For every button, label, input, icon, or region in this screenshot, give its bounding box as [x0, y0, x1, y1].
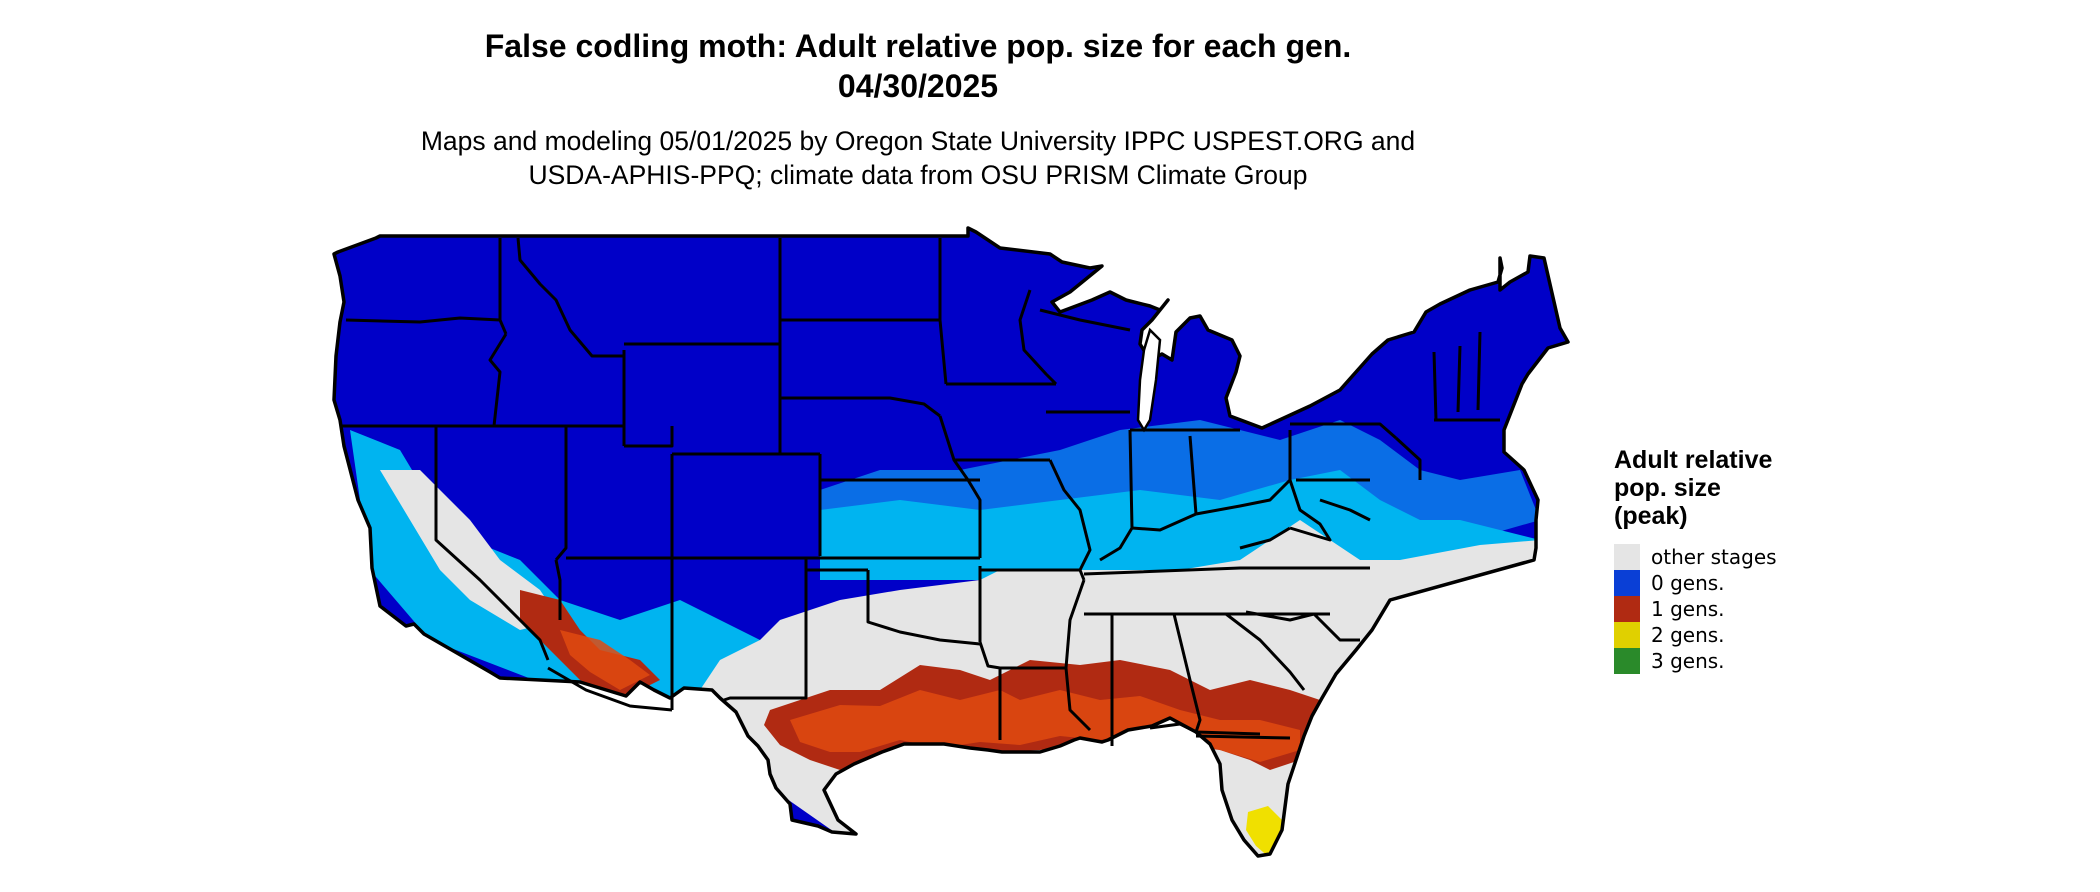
legend-swatch-0-gens [1614, 570, 1640, 596]
map-subtitle: Maps and modeling 05/01/2025 by Oregon S… [0, 124, 1836, 192]
border-il-in [1099, 429, 1134, 562]
border-or-id [488, 333, 508, 427]
border-ar-ms-tn [1064, 579, 1086, 669]
border-ky-oh-wv [1195, 478, 1292, 516]
region-other-stages-west [380, 470, 560, 630]
border-wa-or [345, 316, 501, 324]
border-nv-ut [554, 426, 568, 561]
region-2-gens-texas [872, 800, 920, 850]
legend-swatch-1-gens [1614, 596, 1640, 622]
border-ok-tx [866, 570, 981, 646]
border-mn-wi [1018, 289, 1058, 386]
title-line-1: False codling moth: Adult relative pop. … [484, 28, 1352, 64]
subtitle-line-1: Maps and modeling 05/01/2025 by Oregon S… [420, 126, 1416, 156]
map-title: False codling moth: Adult relative pop. … [0, 26, 1836, 106]
border-al-ga [1172, 613, 1202, 733]
border-sd-ne [780, 396, 941, 418]
border-ga-sc [1225, 612, 1306, 691]
border-nv-az [554, 559, 562, 620]
legend-item-1-gens: 1 gens. [1614, 596, 1894, 622]
border-ny-ma-nj [1394, 436, 1422, 480]
border-wa-id [498, 238, 508, 335]
legend-title-line-1: Adult relative [1614, 446, 1773, 474]
legend-item-3-gens: 3 gens. [1614, 648, 1894, 674]
border-mo-il [1048, 459, 1092, 571]
legend-label-0-gens: 0 gens. [1651, 571, 1725, 595]
border-la-ms [1064, 667, 1092, 732]
border-nm-tx [723, 558, 808, 702]
border-ny-vt [1432, 351, 1438, 421]
legend-label-2-gens: 2 gens. [1651, 623, 1725, 647]
title-line-2: 04/30/2025 [837, 68, 999, 104]
legend: Adult relative pop. size (peak) other st… [1614, 446, 1894, 674]
region-light-blue-west [350, 430, 860, 720]
legend-title: Adult relative pop. size (peak) [1614, 446, 1894, 530]
legend-label-other-stages: other stages [1651, 545, 1777, 569]
border-in-oh [1188, 435, 1198, 515]
border-nd-mn [938, 238, 948, 385]
legend-label-1-gens: 1 gens. [1651, 597, 1725, 621]
region-1-gen-gulf-orange [790, 690, 1300, 762]
region-1-gen-arizona-orange [560, 630, 650, 690]
legend-item-other-stages: other stages [1614, 544, 1894, 570]
state-borders [340, 237, 1500, 746]
border-mi-upper [1039, 308, 1131, 332]
border-pa-ny [1290, 422, 1397, 440]
map-fill-regions [334, 228, 1568, 856]
border-md-va [1319, 498, 1371, 522]
border-id-mt [516, 237, 626, 358]
border-fl-ga [1195, 734, 1291, 740]
border-ar-la-tx [978, 641, 1002, 740]
legend-label-3-gens: 3 gens. [1651, 649, 1725, 673]
legend-title-line-2: pop. size [1614, 474, 1721, 502]
border-ca-nv [434, 426, 550, 661]
border-ky-va [1239, 526, 1291, 550]
border-ut-wy [624, 426, 674, 448]
subtitle-line-2: USDA-APHIS-PPQ; climate data from OSU PR… [528, 160, 1308, 190]
legend-swatch-3-gens [1614, 648, 1640, 674]
legend-swatch-2-gens [1614, 622, 1640, 648]
border-wv-va [1288, 479, 1332, 542]
border-al-fl-ga [1149, 722, 1261, 736]
border-az-mx [547, 666, 673, 712]
border-nh-me [1476, 331, 1482, 411]
lake-michigan [1136, 327, 1162, 433]
legend-swatch-other-stages [1614, 544, 1640, 570]
border-vt-nh [1456, 345, 1462, 413]
border-in-ky [1131, 512, 1197, 532]
border-ne-ia-mo [938, 415, 982, 558]
legend-item-2-gens: 2 gens. [1614, 622, 1894, 648]
legend-title-line-3: (peak) [1614, 502, 1688, 530]
legend-items: other stages 0 gens. 1 gens. 2 gens. 3 g… [1614, 544, 1894, 674]
legend-item-0-gens: 0 gens. [1614, 570, 1894, 596]
border-nc-sc [1245, 610, 1360, 642]
